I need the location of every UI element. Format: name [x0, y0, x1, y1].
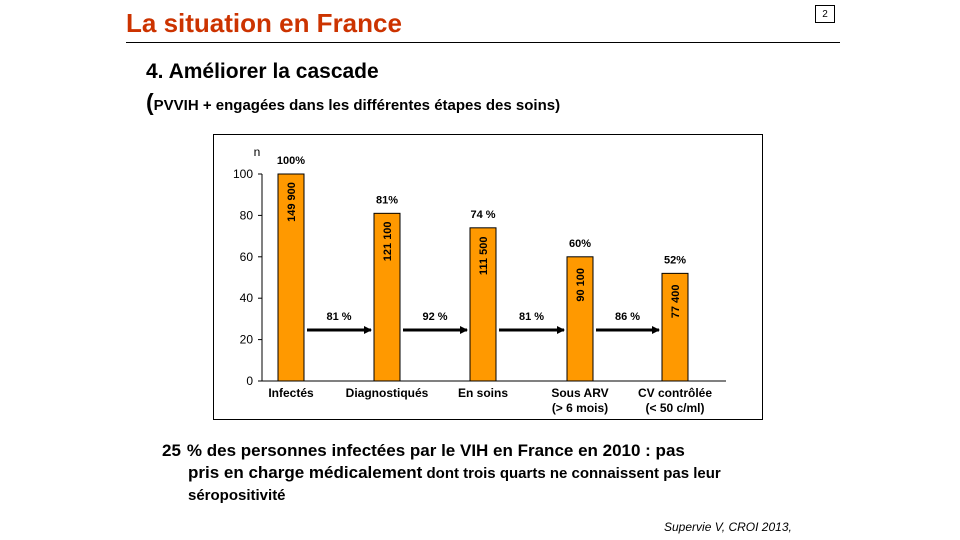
y-axis-label: n — [254, 145, 261, 159]
subheading-text: PVVIH + engagées dans les différentes ét… — [153, 97, 561, 114]
summary-line-1: 25 % des personnes infectées par le VIH e… — [162, 440, 862, 462]
y-tick-label: 60 — [240, 250, 254, 264]
y-tick-label: 80 — [240, 208, 254, 222]
page-number: 2 — [815, 5, 835, 23]
section-subheading: (PVVIH + engagées dans les différentes é… — [146, 89, 560, 116]
bar — [277, 173, 305, 382]
summary-line-2-rest: dont trois quarts ne connaissent pas leu… — [422, 465, 721, 482]
category-label: CV contrôlée — [638, 386, 712, 400]
category-label: (< 50 c/ml) — [645, 401, 704, 415]
title-divider — [126, 42, 840, 43]
bar-percent-label: 74 % — [470, 209, 495, 221]
y-tick-label: 20 — [240, 333, 254, 347]
summary-line-2-main: pris en charge médicalement — [188, 463, 423, 482]
citation: Supervie V, CROI 2013, — [664, 520, 792, 534]
bar — [469, 227, 497, 382]
slide-title: La situation en France — [126, 8, 402, 38]
subheading-open-paren: ( — [146, 89, 154, 115]
bar — [566, 256, 594, 382]
bar — [373, 212, 401, 382]
section-heading: 4. Améliorer la cascade — [146, 60, 379, 83]
bar — [661, 272, 689, 382]
bar-percent-label: 81% — [376, 194, 398, 206]
transition-label: 92 % — [422, 311, 447, 323]
bar-percent-label: 100% — [277, 155, 305, 167]
transition-label: 81 % — [326, 311, 351, 323]
bar-percent-label: 52% — [664, 254, 686, 266]
category-label: Sous ARV — [551, 386, 608, 400]
cascade-chart: 0 20 40 60 80 100 n 100% 149 900 Infectés 81% 121 1… — [213, 134, 763, 420]
y-tick-label: 40 — [240, 291, 254, 305]
bar-count-label: 121 100 — [382, 221, 394, 261]
summary-text: 25 % des personnes infectées par le VIH e… — [162, 440, 862, 507]
summary-line-1-text: % des personnes infectées par le VIH en … — [186, 441, 685, 460]
bar-count-label: 77 400 — [670, 285, 682, 319]
category-label: Infectés — [268, 386, 314, 400]
transition-label: 86 % — [615, 311, 640, 323]
y-tick-label: 0 — [246, 374, 253, 388]
bar-count-label: 111 500 — [478, 237, 490, 276]
summary-line-3: séropositivité — [188, 487, 286, 504]
y-tick-label: 100 — [233, 167, 253, 181]
transition-label: 81 % — [519, 311, 544, 323]
bar-count-label: 149 900 — [286, 182, 298, 222]
bar-count-label: 90 100 — [575, 268, 587, 302]
category-label: (> 6 mois) — [552, 401, 608, 415]
category-label: Diagnostiqués — [346, 386, 429, 400]
bar-percent-label: 60% — [569, 238, 591, 250]
summary-percent: 25 — [162, 441, 181, 460]
category-label: En soins — [458, 386, 508, 400]
summary-line-2: pris en charge médicalement dont trois q… — [162, 462, 862, 485]
